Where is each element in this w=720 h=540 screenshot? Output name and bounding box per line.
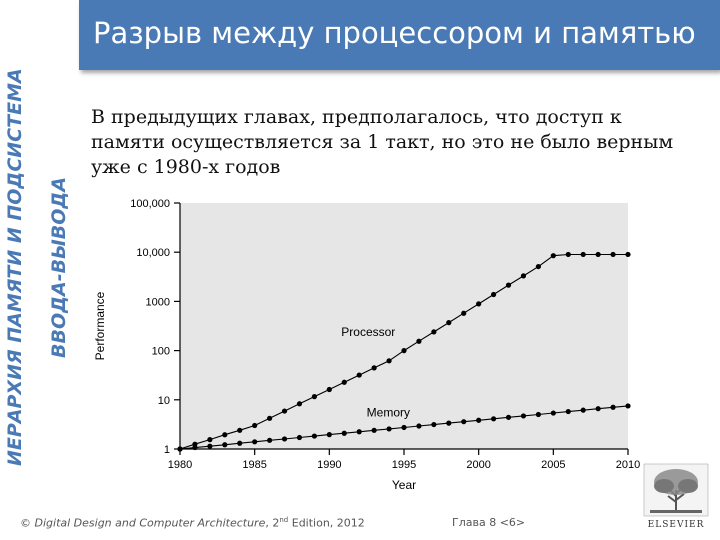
processor-point bbox=[461, 310, 467, 316]
x-tick-label: 1985 bbox=[242, 459, 266, 471]
memory-point bbox=[237, 440, 243, 446]
memory-point bbox=[446, 420, 452, 426]
processor-point bbox=[371, 365, 377, 371]
memory-series-label: Memory bbox=[367, 405, 410, 419]
footer-edition-prefix: , 2 bbox=[265, 516, 280, 530]
memory-point bbox=[535, 411, 541, 418]
y-tick-label: 100,000 bbox=[130, 198, 170, 210]
memory-point bbox=[386, 426, 392, 432]
x-tick-label: 2010 bbox=[616, 459, 640, 471]
footer-edition-suffix: Edition, 2012 bbox=[288, 516, 365, 530]
processor-point bbox=[535, 263, 541, 270]
processor-point bbox=[550, 253, 556, 259]
y-axis-label: Performance bbox=[93, 291, 107, 360]
x-tick-label: 2000 bbox=[466, 459, 490, 471]
processor-point bbox=[446, 320, 452, 326]
memory-point bbox=[311, 433, 317, 439]
processor-point bbox=[356, 372, 362, 378]
memory-point bbox=[595, 406, 601, 412]
x-tick-label: 1995 bbox=[392, 459, 416, 471]
memory-point bbox=[550, 410, 556, 416]
x-axis-label: Year bbox=[392, 478, 416, 492]
memory-point bbox=[476, 417, 482, 423]
memory-point bbox=[431, 421, 437, 428]
processor-point bbox=[595, 251, 601, 258]
y-tick-label: 10,000 bbox=[136, 247, 170, 259]
memory-point bbox=[610, 404, 616, 410]
x-tick-label: 2005 bbox=[541, 459, 565, 471]
footer-edition-sup: nd bbox=[279, 516, 289, 524]
processor-point bbox=[222, 432, 228, 438]
elsevier-logo: ELSEVIER bbox=[640, 462, 712, 532]
processor-point bbox=[431, 329, 437, 335]
elsevier-tree-icon bbox=[643, 463, 709, 517]
x-tick-label: 1990 bbox=[317, 459, 341, 471]
processor-point bbox=[296, 401, 303, 407]
memory-point bbox=[491, 416, 497, 422]
memory-point bbox=[580, 407, 586, 413]
memory-point bbox=[401, 424, 407, 431]
memory-point bbox=[252, 439, 258, 445]
y-tick-label: 10 bbox=[158, 395, 170, 407]
memory-point bbox=[416, 423, 422, 429]
processor-point bbox=[207, 437, 213, 443]
processor-point bbox=[311, 394, 317, 400]
memory-point bbox=[356, 429, 362, 435]
processor-point bbox=[520, 273, 527, 279]
processor-point bbox=[476, 301, 482, 307]
performance-chart: 1 10 100 1000 10,000 100,000 1980 1985 1990 1995 2… bbox=[93, 198, 640, 492]
memory-point bbox=[520, 413, 527, 419]
footer-copyright: © bbox=[20, 516, 35, 530]
memory-point bbox=[565, 408, 571, 415]
memory-point bbox=[207, 443, 213, 449]
memory-point bbox=[341, 430, 347, 436]
page-number: Глава 8 <6> bbox=[452, 516, 526, 529]
processor-point bbox=[237, 427, 243, 433]
memory-point bbox=[177, 446, 183, 452]
memory-point bbox=[222, 442, 228, 448]
processor-point bbox=[491, 291, 497, 298]
memory-point bbox=[326, 432, 332, 438]
processor-point bbox=[610, 251, 616, 258]
footer-book-title: Digital Design and Computer Architecture bbox=[34, 516, 266, 530]
memory-point bbox=[461, 419, 467, 425]
processor-point bbox=[580, 251, 586, 258]
processor-point bbox=[416, 338, 422, 344]
side-label-line1: ИЕРАРХИЯ ПАМЯТИ И ПОДСИСТЕМА bbox=[4, 68, 26, 466]
memory-point bbox=[281, 436, 288, 442]
x-tick-label: 1980 bbox=[168, 459, 192, 471]
processor-point bbox=[401, 348, 407, 354]
memory-point bbox=[296, 434, 303, 441]
side-label: ИЕРАРХИЯ ПАМЯТИ И ПОДСИСТЕМА ВВОДА-ВЫВОД… bbox=[0, 0, 78, 480]
y-tick-label: 100 bbox=[152, 346, 170, 358]
processor-point bbox=[267, 415, 273, 421]
processor-point bbox=[281, 408, 288, 414]
processor-point bbox=[326, 386, 332, 393]
logo-text: ELSEVIER bbox=[647, 520, 705, 530]
processor-point bbox=[625, 251, 631, 258]
body-text: В предыдущих главах, предполагалось, что… bbox=[91, 106, 674, 178]
processor-point bbox=[252, 422, 258, 429]
title-bar: Разрыв между процессором и памятью bbox=[79, 0, 720, 70]
footer: © Digital Design and Computer Architectu… bbox=[20, 516, 365, 530]
memory-point bbox=[371, 427, 377, 433]
processor-point bbox=[505, 282, 512, 288]
memory-point bbox=[192, 444, 198, 451]
processor-point bbox=[565, 251, 571, 258]
processor-series-label: Processor bbox=[341, 325, 395, 339]
y-tick-label: 1 bbox=[164, 444, 170, 456]
memory-point bbox=[625, 403, 631, 409]
slide-title: Разрыв между процессором и памятью bbox=[93, 16, 696, 50]
processor-point bbox=[386, 358, 392, 364]
side-label-line2: ВВОДА-ВЫВОДА bbox=[48, 176, 70, 358]
memory-point bbox=[267, 437, 273, 443]
processor-point bbox=[341, 379, 347, 385]
plot-background bbox=[180, 203, 628, 449]
y-tick-label: 1000 bbox=[146, 296, 170, 308]
memory-point bbox=[505, 414, 512, 420]
